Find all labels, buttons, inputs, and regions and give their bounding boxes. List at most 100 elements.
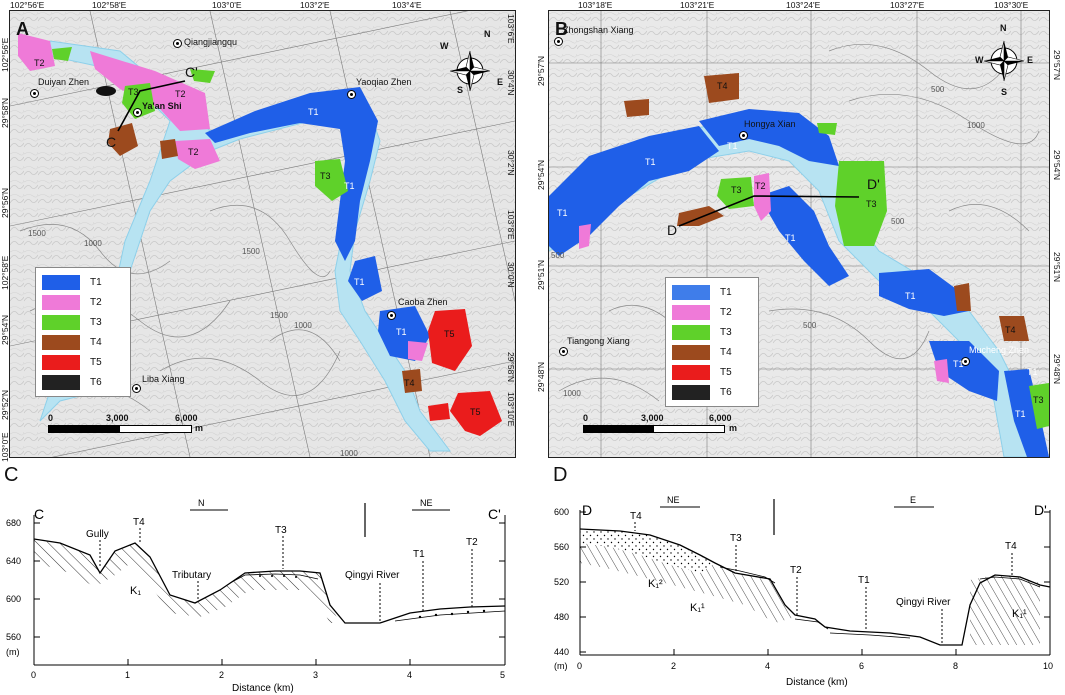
y-tick-label: 600 [554,507,569,517]
contour-label: 500 [803,321,817,330]
coord-right-a: 30°0'N [506,262,516,288]
legend-swatch-t2 [672,304,710,320]
contour-label: 1500 [270,311,288,320]
coord-top-a: 103°2'E [300,0,330,10]
coord-right-a: 29°58'N [506,352,516,383]
label-t2: T2 [790,565,802,576]
section-end-d: D' [1034,502,1047,518]
coord-right-b: 29°51'N [1052,252,1062,283]
contour-label: 1500 [28,229,46,238]
scale-start: 0 [48,413,54,423]
coord-right-a: 103°10'E [506,392,516,427]
terrace-t3-b1 [835,161,887,246]
coord-right-a: 30°2'N [506,150,516,176]
terrace-t1-b3 [759,186,849,286]
label-t4: T4 [630,511,642,522]
coord-right-a: 30°4'N [506,70,516,96]
contour-label: 500 [551,251,565,260]
map-b-canvas [549,11,1049,457]
terrace-t5-a1 [428,309,472,371]
coord-top-b: 103°27'E [890,0,925,10]
contour-label: 1000 [294,321,312,330]
coord-top-b: 103°30'E [994,0,1029,10]
terrace-t1-b6 [1004,369,1049,457]
terrace-label: T5 [444,329,455,339]
terrace-t4-b1 [704,73,739,103]
place-zhongshan-xiang: Zhongshan Xiang [563,25,634,35]
terrace-t2-a3 [175,139,220,169]
terrain-profile-c [33,538,506,624]
place-caoba-zhen: Caoba Zhen [398,297,448,307]
coord-right-a: 103°6'E [506,14,516,44]
label-qingyi-river: Qingyi River [345,570,400,581]
x-tick-label: 10 [1043,661,1053,671]
legend-swatch-t4 [42,334,80,350]
terrace-t1-b4 [879,269,969,316]
t2-deposit-d [794,618,829,630]
terrace-t6-a1 [96,86,116,96]
bedrock-k11-right-d [970,575,1040,645]
coord-right-a: 103°8'E [506,210,516,240]
t1-deposit-c [394,610,506,622]
legend-swatch-t6 [42,374,80,390]
coord-left-b: 29°51'N [536,259,546,290]
direction-label: N [198,498,205,508]
label-t1: T1 [858,575,870,586]
y-tick-label: 560 [554,542,569,552]
terrace-label: T3 [866,199,877,209]
x-tick-label: 6 [859,661,864,671]
legend-swatch-t3 [672,324,710,340]
coord-left-a: 29°58'N [0,97,10,128]
legend-label: T3 [720,326,732,338]
t1-deposit-d [829,632,911,639]
terrace-label: T5 [470,407,481,417]
compass-n-label: N [484,29,491,39]
terrace-label: T1 [354,277,365,287]
legend-label: T6 [720,386,732,398]
contour-label: 1000 [967,121,985,130]
label-k12: K₁² [648,578,663,590]
place-marker-yaoqiao [347,90,356,99]
terrace-label: T4 [1005,325,1016,335]
contour-label: 500 [891,217,905,226]
terrace-label: T2 [175,89,186,99]
compass-w-label: W [975,55,984,65]
compass-rose-b [983,40,1025,82]
scale-unit: m [729,423,738,433]
panel-letter-d: D [553,464,568,486]
y-tick-label: 520 [554,577,569,587]
place-marker-yaan [133,108,142,117]
label-t1: T1 [413,549,425,560]
coord-left-a: 103°0'E [0,432,10,462]
x-tick-label: 0 [577,661,582,671]
section-c-label: C [106,134,117,150]
legend-label: T6 [90,376,102,388]
terrace-t1-a2 [348,256,382,301]
legend-label: T2 [720,306,732,318]
coord-left-a: 102°56'E [0,37,10,72]
y-tick-label: 640 [6,556,21,566]
x-tick-label: 4 [765,661,770,671]
terrace-t3-a4 [52,47,72,61]
place-marker-hongya [739,131,748,140]
label-tributary: Tributary [172,570,211,581]
contour-label: 1000 [563,389,581,398]
place-qiangjiangqu: Qiangjiangqu [184,37,238,47]
contour-label: 1500 [242,247,260,256]
map-panel-a: A N W E S Qiangjiangqu Duiyan Zhen Ya'an… [9,10,516,458]
legend-swatch-t2 [42,294,80,310]
terrace-t1-b5 [929,341,999,401]
terrace-t4-a2 [402,369,422,393]
bedrock-k11-d [580,543,795,623]
terrace-t3-b4 [817,123,837,135]
legend-swatch-t5 [672,364,710,380]
label-qingyi-river: Qingyi River [896,597,951,608]
place-marker-mucheng [961,357,970,366]
t3-deposit-c [229,573,319,584]
section-d-label: D [667,222,678,238]
terrace-label: T1 [645,157,656,167]
terrace-t3-a3 [190,69,215,83]
coord-right-b: 29°54'N [1052,150,1062,181]
label-k11-right: K₁¹ [1012,608,1027,620]
section-start-d: D [582,502,592,518]
